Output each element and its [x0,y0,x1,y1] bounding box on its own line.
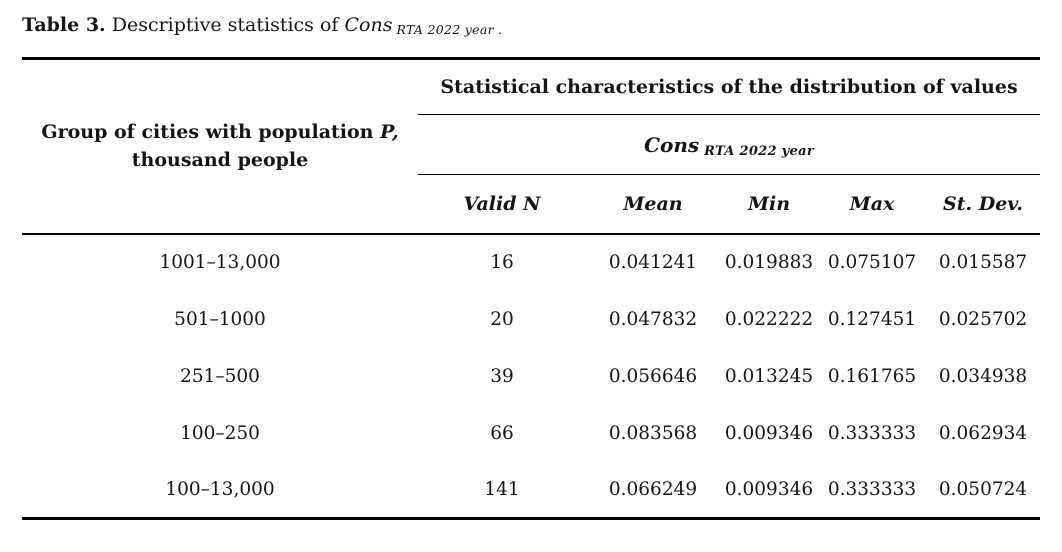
caption-variable: Cons [344,14,393,36]
valid-n-cell: 20 [490,308,514,330]
city-group-cell: 501–1000 [174,308,266,330]
population-variable: P, [380,121,399,144]
row-header-city-groups: Group of cities with population P, thous… [22,58,418,235]
min-cell: 0.013245 [724,365,814,387]
column-header-max: Max [818,174,926,235]
descriptive-statistics-table: Group of cities with population P, thous… [22,57,1041,520]
table-row: 1001–13,000 16 0.041241 0.019883 0.07510… [22,234,1040,291]
city-group-cell: 251–500 [180,365,260,387]
row-header-line1: Group of cities with population [41,121,374,144]
min-cell: 0.019883 [724,252,814,273]
mean-cell: 0.083568 [608,422,698,444]
st-dev-cell: 0.062934 [938,422,1028,444]
valid-n-cell: 16 [490,252,514,273]
max-cell: 0.127451 [827,308,917,330]
variable-name: Cons [644,132,700,157]
st-dev-cell: 0.015587 [938,252,1028,273]
table-row: 501–1000 20 0.047832 0.022222 0.127451 0… [22,291,1040,348]
table-row: 251–500 39 0.056646 0.013245 0.161765 0.… [22,348,1040,405]
valid-n-cell: 66 [490,422,514,444]
variable-subscript: RTA 2022 year [704,143,814,159]
valid-n-cell: 39 [490,365,514,387]
column-header-st-dev: St. Dev. [926,174,1041,235]
mean-cell: 0.041241 [608,252,698,273]
min-cell: 0.022222 [724,308,814,330]
min-cell: 0.009346 [724,478,814,500]
table-caption: Table 3. Descriptive statistics of Cons R… [22,12,502,40]
group-header-statistical-characteristics: Statistical characteristics of the distr… [418,58,1041,115]
caption-period: . [497,22,503,37]
city-group-cell: 100–250 [180,422,260,444]
variable-header-cons: Cons RTA 2022 year [418,114,1041,175]
column-header-min: Min [720,174,818,235]
caption-table-number: Table 3. [22,14,106,36]
valid-n-cell: 141 [484,478,520,500]
max-cell: 0.075107 [827,252,917,273]
column-header-valid-n: Valid N [418,174,586,235]
max-cell: 0.333333 [827,422,917,444]
st-dev-cell: 0.050724 [938,478,1028,500]
city-group-cell: 100–13,000 [165,478,275,500]
caption-text: Descriptive statistics of [111,14,339,36]
column-header-mean: Mean [586,174,720,235]
mean-cell: 0.047832 [608,308,698,330]
table-row: 100–13,000 141 0.066249 0.009346 0.33333… [22,462,1040,519]
caption-variable-subscript: RTA 2022 year [396,22,494,37]
city-group-cell: 1001–13,000 [159,252,281,273]
mean-cell: 0.066249 [608,478,698,500]
st-dev-cell: 0.034938 [938,365,1028,387]
max-cell: 0.161765 [827,365,917,387]
max-cell: 0.333333 [827,478,917,500]
row-header-line2: thousand people [131,149,309,172]
mean-cell: 0.056646 [608,365,698,387]
min-cell: 0.009346 [724,422,814,444]
st-dev-cell: 0.025702 [938,308,1028,330]
table-row: 100–250 66 0.083568 0.009346 0.333333 0.… [22,405,1040,462]
